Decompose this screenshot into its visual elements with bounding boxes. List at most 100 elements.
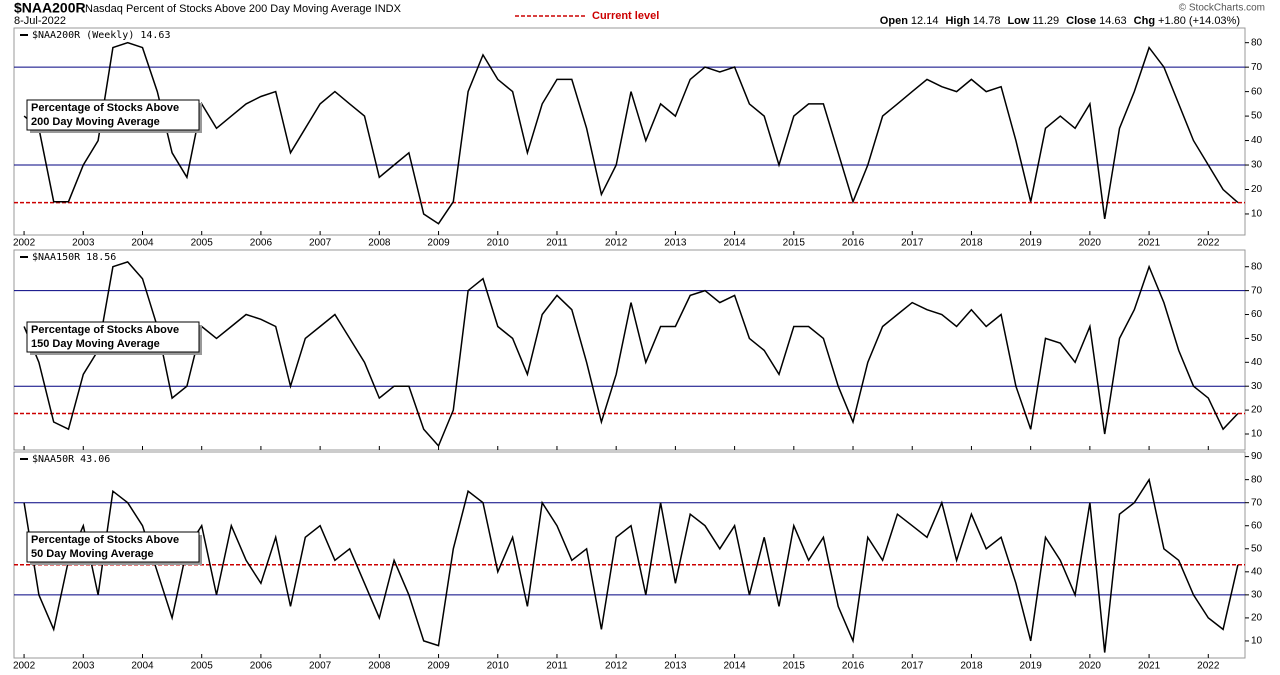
- panel-frame: [13, 249, 1246, 451]
- y-tick-label: 20: [1251, 184, 1263, 195]
- x-tick-label: 2004: [131, 238, 154, 249]
- x-tick-label: 2015: [783, 661, 806, 672]
- x-tick-label: 2022: [1197, 661, 1220, 672]
- y-tick-label: 30: [1251, 590, 1263, 601]
- y-tick-label: 20: [1251, 405, 1263, 416]
- x-tick-label: 2010: [487, 238, 510, 249]
- x-tick-label: 2019: [1020, 238, 1043, 249]
- data-line: [23, 261, 1239, 448]
- quote-label: High: [945, 15, 970, 27]
- y-tick-label: 80: [1251, 474, 1263, 485]
- x-tick-label: 2007: [309, 661, 332, 672]
- x-tick-label: 2018: [960, 238, 983, 249]
- annotation-text: 50 Day Moving Average: [31, 548, 154, 560]
- quote-label: Close: [1066, 15, 1096, 27]
- x-tick-label: 2011: [546, 238, 568, 249]
- quote-label: Open: [880, 15, 908, 27]
- x-tick-label: 2002: [13, 238, 36, 249]
- x-tick-label: 2014: [723, 238, 746, 249]
- quote-value: +1.80 (+14.03%): [1158, 15, 1240, 27]
- symbol: $NAA200R: [14, 0, 86, 16]
- y-tick-label: 60: [1251, 309, 1263, 320]
- x-tick-label: 2002: [13, 661, 36, 672]
- x-tick-label: 2005: [191, 238, 214, 249]
- y-tick-label: 70: [1251, 497, 1263, 508]
- annotation-box: [26, 99, 200, 131]
- annotation-box: [26, 321, 200, 353]
- y-tick-label: 40: [1251, 135, 1263, 146]
- y-tick-label: 70: [1251, 285, 1263, 296]
- x-tick-label: 2014: [723, 661, 746, 672]
- y-tick-label: 30: [1251, 160, 1263, 171]
- y-tick-label: 50: [1251, 333, 1263, 344]
- panel-title: $NAA50R 43.06: [32, 454, 110, 465]
- y-tick-label: 80: [1251, 261, 1263, 272]
- legend-label: Current level: [592, 10, 659, 22]
- annotation-box: [26, 531, 200, 563]
- x-tick-label: 2008: [368, 238, 391, 249]
- x-tick-label: 2021: [1138, 661, 1161, 672]
- y-tick-label: 50: [1251, 543, 1263, 554]
- x-tick-label: 2020: [1079, 238, 1102, 249]
- y-tick-label: 70: [1251, 62, 1263, 73]
- annotation-text: 200 Day Moving Average: [31, 116, 160, 128]
- y-tick-label: 40: [1251, 357, 1263, 368]
- y-tick-label: 20: [1251, 613, 1263, 624]
- x-tick-label: 2018: [960, 661, 983, 672]
- y-tick-label: 40: [1251, 566, 1263, 577]
- x-tick-label: 2007: [309, 238, 332, 249]
- x-tick-label: 2009: [427, 238, 450, 249]
- panel-title: $NAA200R (Weekly) 14.63: [32, 30, 170, 41]
- x-tick-label: 2020: [1079, 661, 1102, 672]
- y-tick-label: 60: [1251, 86, 1263, 97]
- quote-value: 14.78: [973, 15, 1001, 27]
- x-tick-label: 2004: [131, 661, 154, 672]
- y-tick-label: 50: [1251, 111, 1263, 122]
- x-tick-label: 2016: [842, 661, 865, 672]
- x-tick-label: 2003: [72, 238, 95, 249]
- panel-title: $NAA150R 18.56: [32, 252, 116, 263]
- y-tick-label: 80: [1251, 37, 1263, 48]
- annotation-text: Percentage of Stocks Above: [31, 534, 179, 546]
- annotation-text: 150 Day Moving Average: [31, 338, 160, 350]
- x-tick-label: 2017: [901, 238, 924, 249]
- x-tick-label: 2012: [605, 238, 628, 249]
- annotation-text: Percentage of Stocks Above: [31, 102, 179, 114]
- y-tick-label: 30: [1251, 381, 1263, 392]
- annotation-text: Percentage of Stocks Above: [31, 324, 179, 336]
- x-tick-label: 2012: [605, 661, 628, 672]
- date: 8-Jul-2022: [14, 15, 66, 27]
- x-tick-label: 2011: [546, 661, 568, 672]
- quote-label: Low: [1007, 15, 1029, 27]
- x-tick-label: 2021: [1138, 238, 1161, 249]
- quote-value: 11.29: [1032, 15, 1059, 27]
- x-tick-label: 2010: [487, 661, 510, 672]
- x-tick-label: 2017: [901, 661, 924, 672]
- quote-value: 12.14: [911, 15, 939, 27]
- y-tick-label: 10: [1251, 209, 1263, 220]
- x-tick-label: 2006: [250, 238, 273, 249]
- panel-frame: [13, 27, 1246, 236]
- x-tick-label: 2006: [250, 661, 273, 672]
- quote-label: Chg: [1134, 15, 1155, 27]
- panel-frame: [13, 451, 1246, 659]
- y-tick-label: 10: [1251, 429, 1263, 440]
- x-tick-label: 2008: [368, 661, 391, 672]
- data-line: [23, 41, 1239, 225]
- y-tick-label: 90: [1251, 451, 1263, 462]
- x-tick-label: 2013: [664, 238, 687, 249]
- y-tick-label: 10: [1251, 636, 1263, 647]
- x-tick-label: 2005: [191, 661, 214, 672]
- credit: © StockCharts.com: [1179, 3, 1265, 14]
- description: Nasdaq Percent of Stocks Above 200 Day M…: [85, 3, 402, 15]
- x-tick-label: 2003: [72, 661, 95, 672]
- y-tick-label: 60: [1251, 520, 1263, 531]
- x-tick-label: 2009: [427, 661, 450, 672]
- x-tick-label: 2016: [842, 238, 865, 249]
- data-line: [23, 477, 1239, 653]
- quote: Open 12.14 High 14.78 Low 11.29 Close 14.63 Chg +…: [880, 15, 1240, 27]
- x-tick-label: 2015: [783, 238, 806, 249]
- quote-value: 14.63: [1099, 15, 1127, 27]
- x-tick-label: 2019: [1020, 661, 1043, 672]
